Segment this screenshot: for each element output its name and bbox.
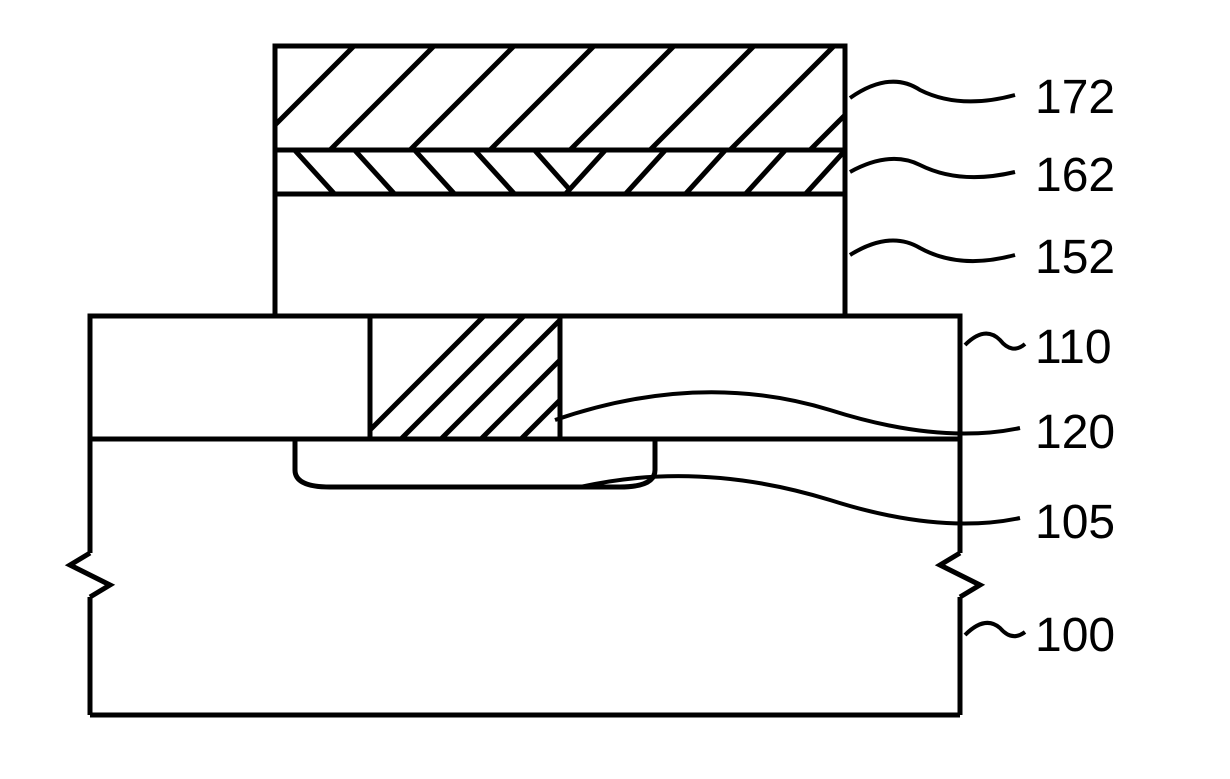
layer-162 bbox=[275, 145, 850, 200]
label-162: 162 bbox=[1035, 148, 1115, 203]
layer-105-doped-region bbox=[295, 439, 655, 487]
label-172: 172 bbox=[1035, 70, 1115, 125]
label-100: 100 bbox=[1035, 608, 1115, 663]
label-110: 110 bbox=[1035, 320, 1112, 375]
cross-section-diagram: 172 162 152 110 120 105 100 bbox=[0, 0, 1230, 774]
label-105: 105 bbox=[1035, 495, 1115, 550]
layer-152 bbox=[275, 194, 845, 316]
label-152: 152 bbox=[1035, 230, 1115, 285]
label-120: 120 bbox=[1035, 405, 1115, 460]
layer-172 bbox=[230, 30, 930, 170]
